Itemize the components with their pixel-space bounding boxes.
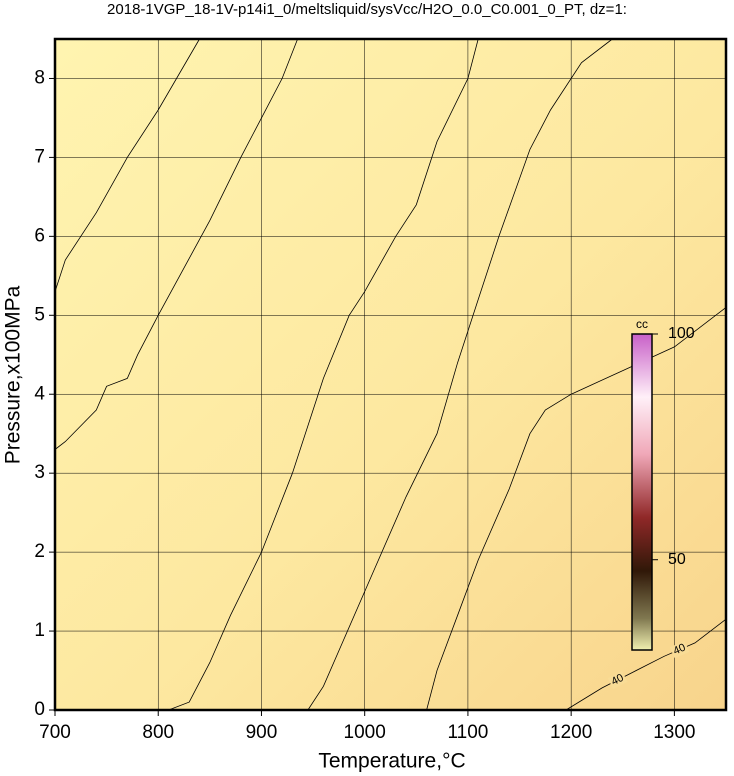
y-tick-label: 7 — [34, 146, 45, 167]
x-tick-label: 1300 — [653, 722, 695, 743]
contour-line — [168, 38, 479, 711]
y-tick-label: 5 — [34, 304, 45, 325]
colorbar — [631, 333, 653, 651]
colorbar-tick-label: 50 — [668, 551, 686, 568]
y-tick-label: 1 — [34, 620, 45, 641]
x-tick-label: 900 — [246, 722, 278, 743]
x-tick-label: 1200 — [550, 722, 592, 743]
y-tick-label: 4 — [34, 383, 45, 404]
colorbar-tick-label: 100 — [668, 325, 695, 342]
y-tick-label: 3 — [34, 462, 45, 483]
plot: 40 40 — [54, 38, 727, 711]
y-tick-label: 2 — [34, 541, 45, 562]
contour-label: 40 — [672, 642, 688, 658]
y-axis-label: Pressure,x100MPa — [2, 285, 25, 464]
x-tick-label: 1000 — [344, 722, 386, 743]
contour-line — [54, 38, 298, 450]
plot-area — [55, 39, 726, 710]
colorbar-label: cc — [636, 317, 648, 331]
chart-title: 2018-1VGP_18-1V-p14i1_0/meltsliquid/sysV… — [107, 1, 627, 18]
contour-label: 40 — [609, 672, 625, 688]
x-tick-label: 800 — [142, 722, 174, 743]
contour-label-bg — [669, 640, 690, 659]
x-tick-label: 700 — [39, 722, 71, 743]
contour-label-bg — [607, 671, 628, 689]
contour-line — [307, 38, 613, 711]
x-tick-label: 1100 — [447, 722, 488, 743]
y-tick-label: 8 — [34, 67, 45, 88]
x-axis-label: Temperature,°C — [318, 750, 465, 773]
y-tick-label: 6 — [34, 225, 45, 246]
contour-line — [565, 618, 727, 711]
contour-line — [54, 38, 200, 292]
y-tick-label: 0 — [34, 699, 45, 720]
frame — [53, 37, 728, 712]
